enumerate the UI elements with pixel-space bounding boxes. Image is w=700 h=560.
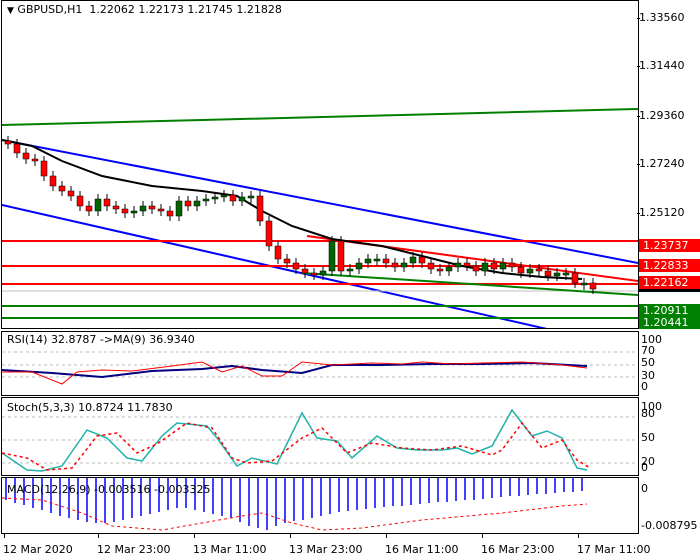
high-value: 1.22173 [138,3,184,16]
rsi-plot [2,351,638,385]
stoch-tick: 0 [641,461,648,474]
time-label: 16 Mar 23:00 [481,543,555,556]
stoch-tick: 50 [641,431,655,444]
macd-pane[interactable]: MACD(12,26,9) -0.003516 -0.003325 [1,477,639,534]
price-tick: 1.33560 [637,11,685,24]
candlestick-plot [2,108,638,328]
symbol-label: GBPUSD,H1 [17,3,83,16]
stochastic-plot [2,408,638,472]
low-value: 1.21745 [187,3,233,16]
stoch-tick: 80 [641,407,655,420]
open-value: 1.22062 [89,3,135,16]
stoch-tick: 20 [641,455,655,468]
level-tag-resistance-3: 1.22162 [639,276,700,289]
time-label: 16 Mar 11:00 [385,543,459,556]
price-tick: 1.31440 [637,59,685,72]
price-tick: 1.29360 [637,109,685,122]
price-tick: 1.27240 [637,157,685,170]
rsi-tick: 100 [641,333,662,346]
level-tag-support-1: 1.20911 [639,304,700,317]
rsi-tick: 30 [641,369,655,382]
rsi-tick: 70 [641,344,655,357]
macd-tick: 0 [641,482,648,495]
stochastic-label: Stoch(5,3,3) 10.8724 11.7830 [7,401,173,414]
macd-tick: -0.008795 [641,519,698,532]
stochastic-axis: 100 80 50 20 0 [639,397,700,476]
close-value: 1.21828 [236,3,282,16]
time-label: 13 Mar 23:00 [289,543,363,556]
level-tag-resistance-2: 1.22833 [639,259,700,272]
macd-label: MACD(12,26,9) -0.003516 -0.003325 [7,483,211,496]
macd-axis: 0 -0.008795 [639,477,700,534]
level-tag-support-2: 1.20441 [639,316,700,329]
chart-header: ▼ GBPUSD,H1 1.22062 1.22173 1.21745 1.21… [7,3,282,16]
stoch-tick: 100 [641,400,662,413]
time-label: 17 Mar 11:00 [577,543,651,556]
rsi-tick: 50 [641,356,655,369]
rsi-label: RSI(14) 32.8787 ->MA(9) 36.9340 [7,333,195,346]
time-label: 12 Mar 2020 [3,543,73,556]
price-axis[interactable]: 1.33560 1.31440 1.29360 1.27240 1.25120 … [637,0,700,329]
rsi-tick: 0 [641,380,648,393]
stochastic-pane[interactable]: Stoch(5,3,3) 10.8724 11.7830 [1,397,639,476]
rsi-axis: 100 70 50 30 0 [639,331,700,396]
rsi-pane[interactable]: RSI(14) 32.8787 ->MA(9) 36.9340 [1,331,639,396]
macd-plot [2,478,588,531]
collapse-arrow-icon[interactable]: ▼ [7,6,14,16]
level-tag-resistance-1: 1.23737 [639,239,700,252]
price-tick: 1.25120 [637,206,685,219]
time-label: 12 Mar 23:00 [97,543,171,556]
time-label: 13 Mar 11:00 [193,543,267,556]
price-chart-pane[interactable]: ▼ GBPUSD,H1 1.22062 1.22173 1.21745 1.21… [1,0,639,329]
